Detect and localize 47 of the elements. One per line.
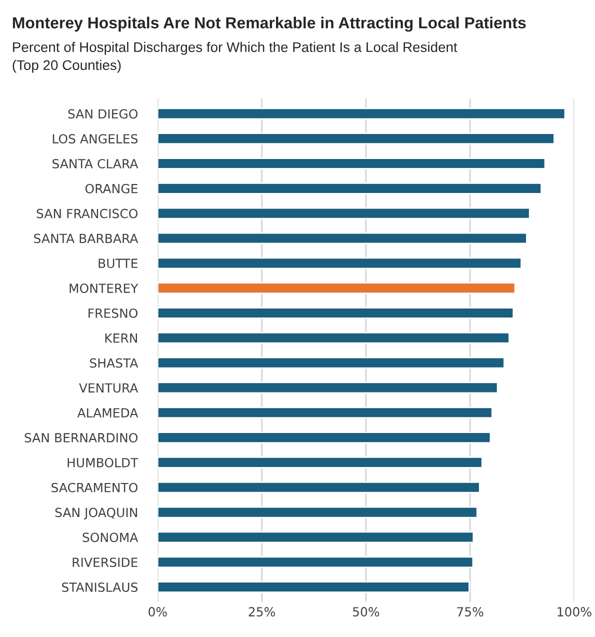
y-tick-label: SANTA BARBARA [34, 234, 138, 244]
bar [158, 556, 474, 568]
y-tick-label: ALAMEDA [77, 408, 138, 418]
y-tick-label: KERN [105, 334, 137, 343]
bar [158, 506, 478, 518]
bar [158, 481, 480, 494]
chart-subtitle: Percent of Hospital Discharges for Which the Patient Is a Local Resident (Top 20 Counties) [12, 42, 458, 73]
y-tick-label: SANTA CLARA [52, 158, 138, 168]
y-tick-label: LOS ANGELES [52, 134, 138, 144]
x-tick-label: 100% [558, 607, 592, 616]
y-tick-label: MONTEREY [70, 284, 138, 293]
y-tick-label: SAN FRANCISCO [36, 208, 138, 218]
bar [158, 232, 528, 244]
y-tick-label: SHASTA [90, 358, 138, 368]
bar [158, 382, 498, 394]
y-tick-label: SACRAMENTO [52, 482, 138, 492]
x-tick-label: 0% [148, 607, 167, 616]
bar [158, 182, 542, 194]
y-tick-label: RIVERSIDE [72, 558, 138, 568]
bar [158, 257, 522, 270]
x-tick-label: 50% [353, 607, 380, 616]
bar [158, 282, 516, 294]
x-tick-label: 25% [248, 607, 275, 616]
bar [158, 356, 505, 369]
y-tick-label: ORANGE [85, 184, 138, 194]
bar [158, 207, 530, 220]
bar [158, 406, 493, 419]
bar [158, 158, 546, 170]
y-tick-label: SONOMA [82, 532, 138, 542]
bar [158, 108, 566, 120]
bar [158, 456, 483, 468]
y-tick-label: HUMBOLDT [68, 458, 138, 468]
y-tick-label: SAN JOAQUIN [55, 508, 137, 520]
y-tick-label: VENTURA [79, 383, 138, 393]
y-tick-label: SAN DIEGO [68, 109, 138, 119]
bar [158, 432, 492, 444]
bar [158, 581, 470, 593]
y-tick-label: STANISLAUS [62, 582, 138, 592]
y-tick-label: BUTTE [98, 258, 138, 268]
y-tick-label: FRESNO [88, 308, 138, 318]
chart-title: Monterey Hospitals Are Not Remarkable in Attracting Local Patients [12, 16, 526, 32]
x-tick-label: 75% [457, 607, 484, 616]
bar [158, 132, 555, 145]
y-tick-label: SAN BERNARDINO [24, 433, 138, 442]
bar [158, 531, 474, 544]
bar [158, 332, 510, 344]
bar [158, 307, 514, 319]
